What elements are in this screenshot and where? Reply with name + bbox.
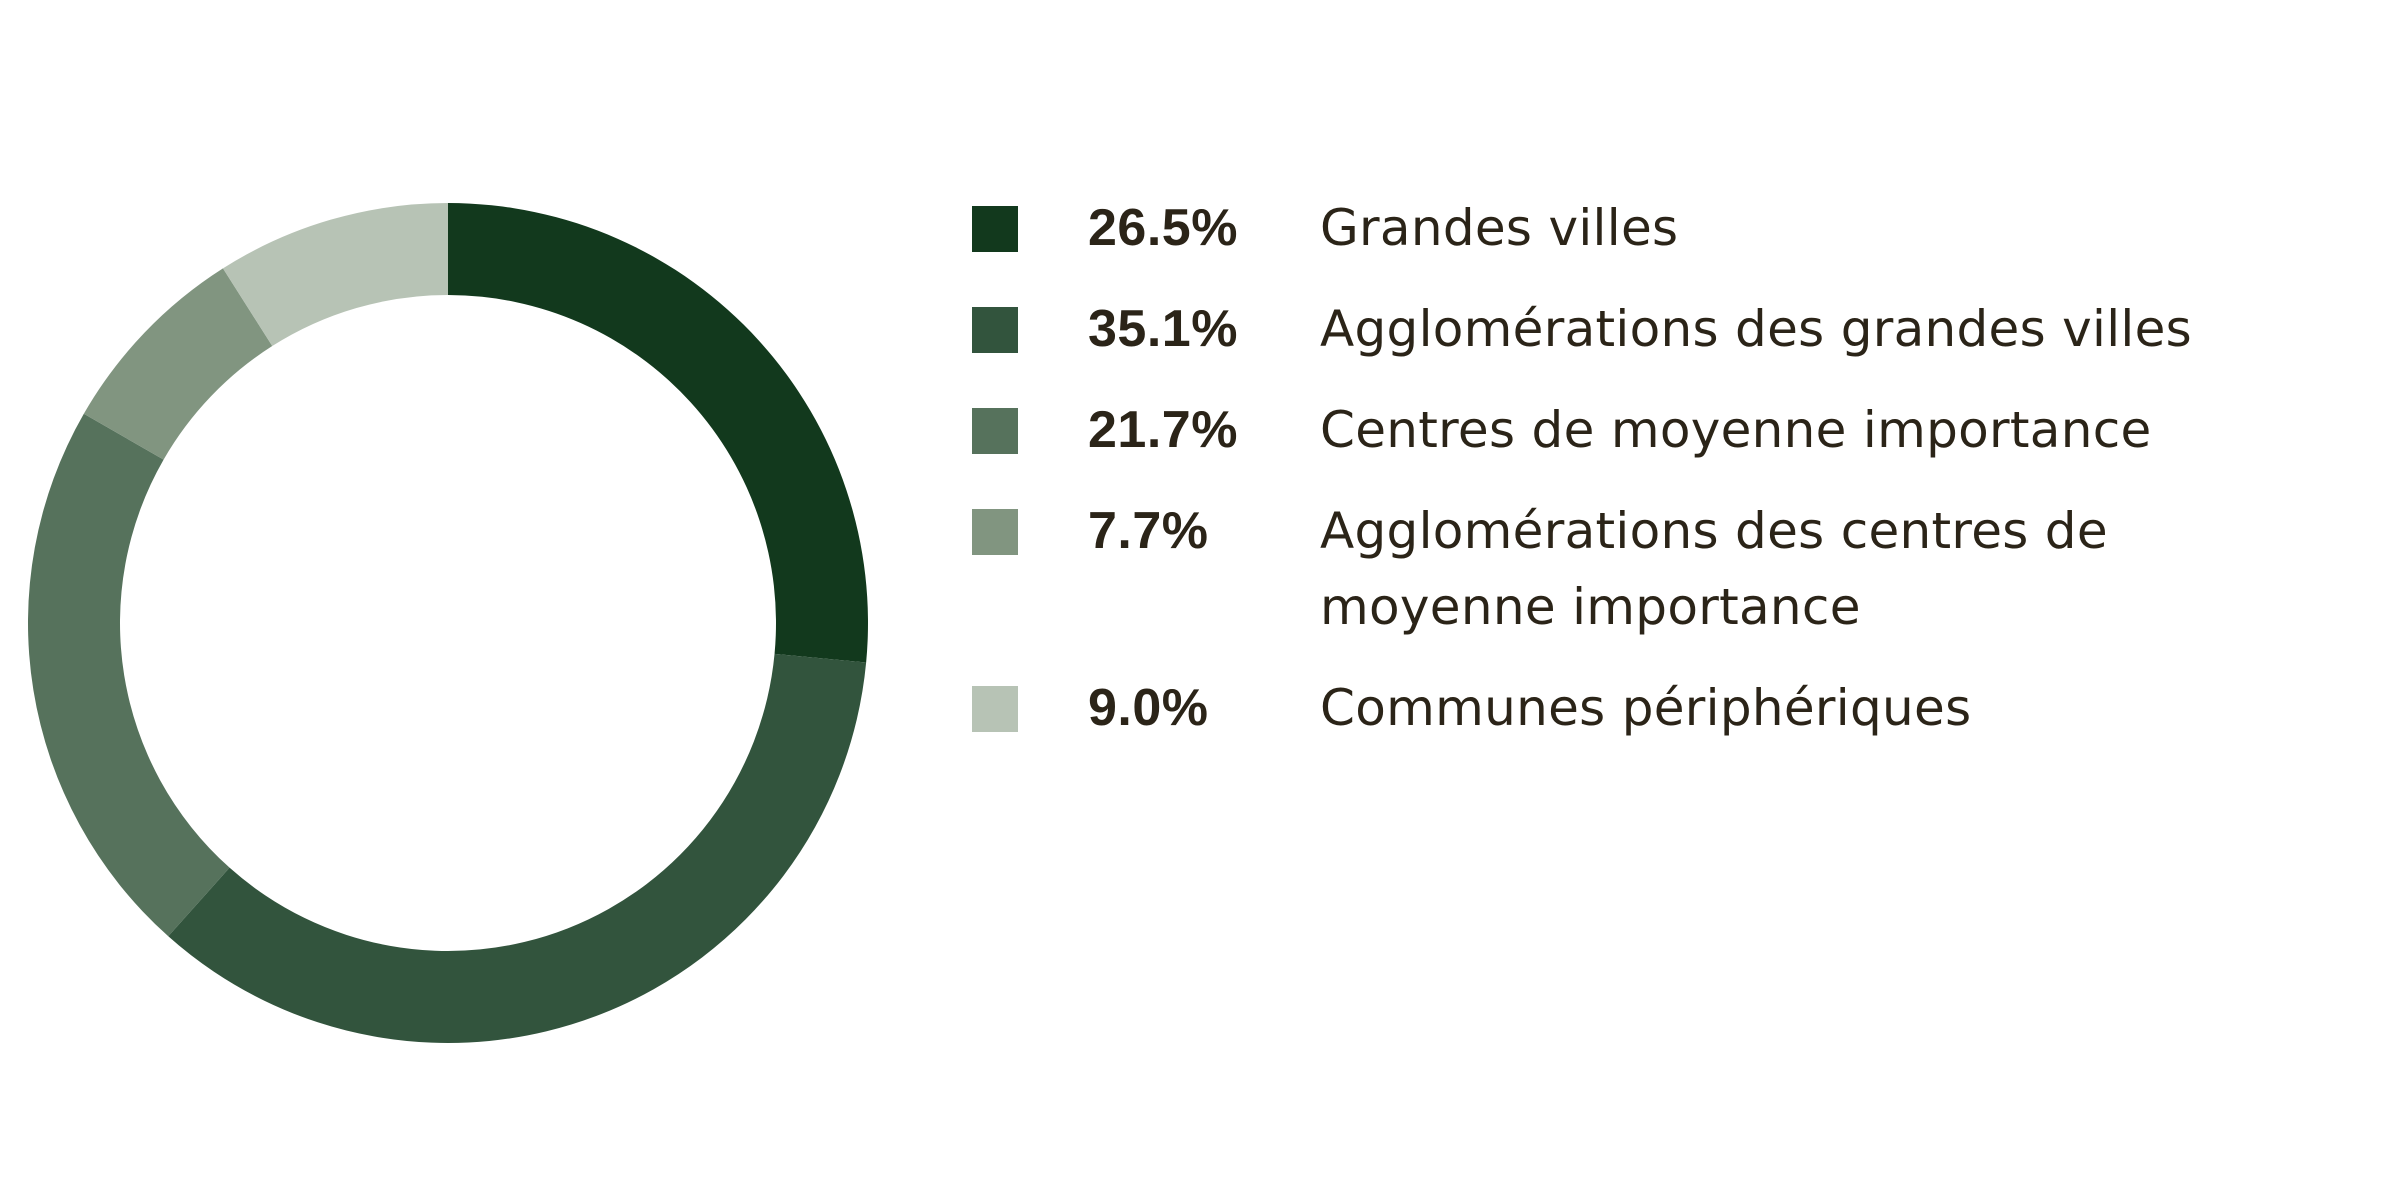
legend-label: Agglomérations des grandes villes bbox=[1320, 300, 2193, 358]
legend-value: 21.7% bbox=[1088, 401, 1238, 459]
legend-swatch bbox=[972, 206, 1018, 252]
legend-item-agglomerations-grandes-villes: 35.1% Agglomérations des grandes villes bbox=[972, 297, 2352, 367]
donut-slice-2 bbox=[27, 413, 230, 937]
donut-slice-0 bbox=[448, 203, 869, 663]
legend-swatch bbox=[972, 686, 1018, 732]
legend-value: 7.7% bbox=[1088, 502, 1209, 560]
legend-value: 35.1% bbox=[1088, 300, 1238, 358]
legend-swatch bbox=[972, 408, 1018, 454]
legend-label: Communes périphériques bbox=[1320, 679, 1972, 737]
legend-item-agglomerations-centres-moyenne-importance: 7.7% Agglomérations des centres de moyen… bbox=[972, 499, 2352, 645]
chart-legend: 26.5% Grandes villes 35.1% Agglomération… bbox=[972, 196, 2352, 777]
donut-slice-4 bbox=[222, 203, 448, 347]
legend-swatch bbox=[972, 307, 1018, 353]
donut-slice-3 bbox=[83, 268, 273, 460]
legend-label: Grandes villes bbox=[1320, 199, 1679, 257]
legend-item-grandes-villes: 26.5% Grandes villes bbox=[972, 196, 2352, 266]
donut-chart bbox=[27, 203, 869, 1043]
legend-item-centres-moyenne-importance: 21.7% Centres de moyenne importance bbox=[972, 398, 2352, 468]
legend-value: 26.5% bbox=[1088, 199, 1238, 257]
legend-label: Agglomérations des centres de moyenne im… bbox=[1320, 502, 2108, 636]
legend-value: 9.0% bbox=[1088, 679, 1209, 737]
legend-item-communes-peripheriques: 9.0% Communes périphériques bbox=[972, 676, 2352, 746]
legend-label: Centres de moyenne importance bbox=[1320, 401, 2152, 459]
donut-slice-1 bbox=[168, 653, 867, 1043]
legend-swatch bbox=[972, 509, 1018, 555]
